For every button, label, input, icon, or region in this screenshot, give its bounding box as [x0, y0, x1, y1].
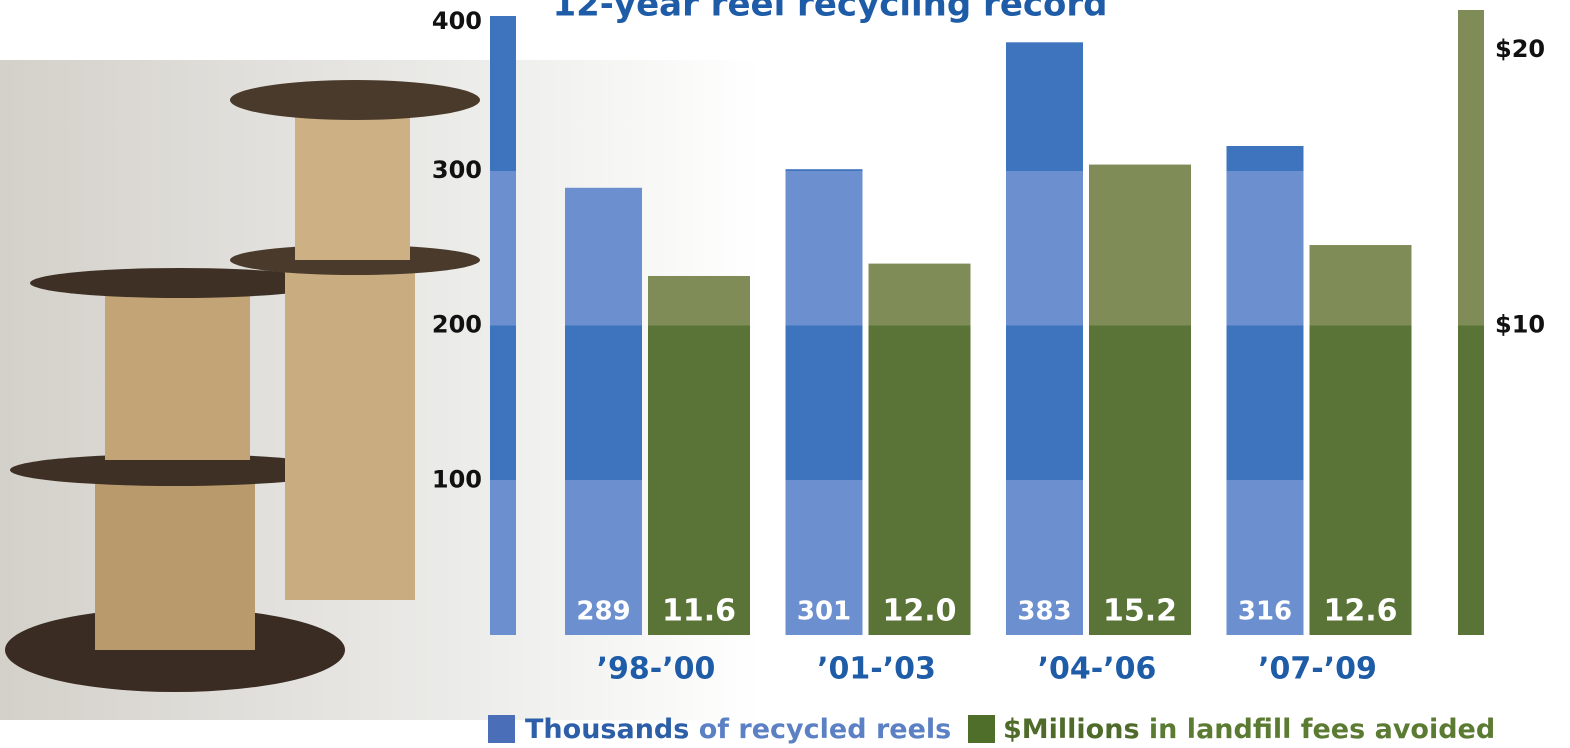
bar	[648, 275, 750, 635]
value-label: 12.6	[1323, 594, 1397, 629]
legend-label-part: $Millions	[1003, 714, 1140, 745]
bar	[1006, 42, 1083, 636]
legend-label-part: of recycled reels	[689, 714, 951, 745]
background-photo	[0, 60, 760, 720]
legend-swatch	[968, 715, 995, 743]
bar	[785, 169, 863, 635]
y2-tick-label: $20	[1495, 35, 1545, 63]
chart-title: 12-year reel recycling record	[552, 0, 1107, 25]
bar	[1226, 145, 1304, 636]
y-tick-label: 300	[432, 156, 482, 184]
value-label: 301	[797, 597, 851, 627]
value-label: 15.2	[1103, 594, 1177, 629]
x-tick-label: ’98-’00	[597, 652, 716, 687]
legend-label-part: Thousands	[525, 714, 689, 745]
x-tick-label: ’01-’03	[817, 652, 936, 687]
bar	[1309, 245, 1412, 635]
value-label: 12.0	[882, 594, 956, 629]
y2-tick-label: $10	[1495, 311, 1545, 339]
bar	[565, 187, 642, 635]
y-axis-bar	[490, 16, 516, 635]
legend-label: Thousands of recycled reels	[525, 714, 951, 745]
value-label: 383	[1017, 597, 1071, 627]
y2-axis-bar	[1458, 10, 1484, 635]
legend-label-part: in landfill fees avoided	[1140, 714, 1496, 745]
y-tick-label: 100	[432, 465, 482, 493]
value-label: 316	[1238, 597, 1292, 627]
value-label: 11.6	[662, 594, 736, 629]
bar	[1089, 164, 1191, 635]
legend-swatch	[488, 715, 515, 743]
value-label: 289	[576, 597, 630, 627]
y-tick-label: 400	[432, 7, 482, 35]
x-tick-label: ’07-’09	[1258, 652, 1377, 687]
y-tick-label: 200	[432, 311, 482, 339]
legend-label: $Millions in landfill fees avoided	[1003, 714, 1495, 745]
bar	[868, 263, 971, 635]
x-tick-label: ’04-’06	[1038, 652, 1157, 687]
